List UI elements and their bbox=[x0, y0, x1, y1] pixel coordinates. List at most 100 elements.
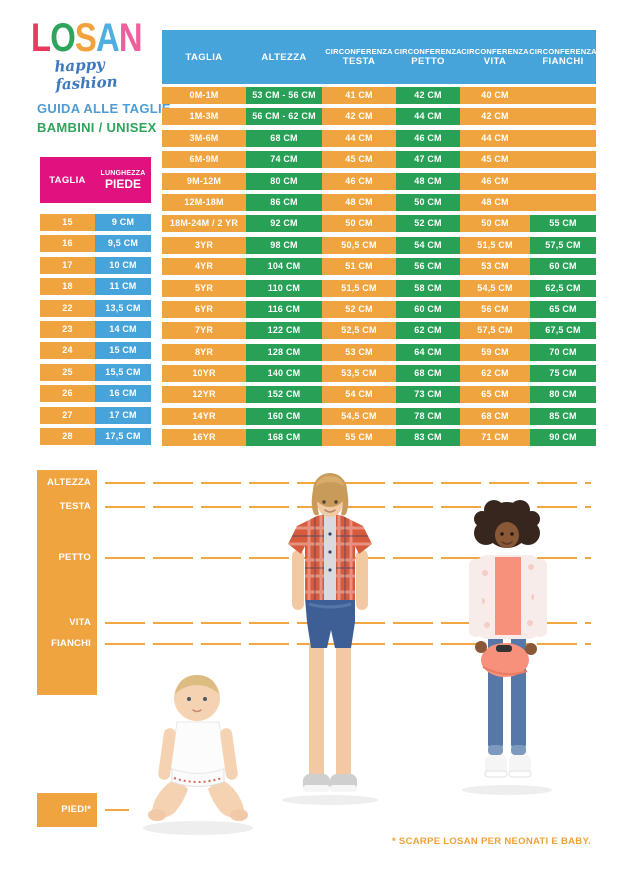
size-cell-testa: 51 CM bbox=[322, 258, 396, 276]
logo-letter: S bbox=[74, 16, 97, 60]
size-cell-testa: 54 CM bbox=[322, 386, 396, 404]
size-cell-vita: 59 CM bbox=[460, 343, 530, 361]
size-cell-fianchi bbox=[530, 129, 596, 147]
shoe-row: 26 16 CM bbox=[40, 385, 151, 403]
size-table-rows: 0M-1M 53 CM - 56 CM 41 CM 42 CM 40 CM 1M… bbox=[162, 87, 596, 447]
size-cell-taglia: 12M-18M bbox=[162, 193, 246, 211]
size-cell-taglia: 12YR bbox=[162, 386, 246, 404]
size-cell-fianchi: 57,5 CM bbox=[530, 236, 596, 254]
header-cell-altezza: ALTEZZA bbox=[261, 51, 307, 63]
shoe-row: 18 11 CM bbox=[40, 278, 151, 296]
baby-photo bbox=[143, 675, 253, 835]
shoe-row: 25 15,5 CM bbox=[40, 363, 151, 381]
shoe-cell-taglia: 26 bbox=[40, 385, 95, 403]
size-cell-petto: 44 CM bbox=[396, 108, 460, 126]
shoe-cell-piede: 9,5 CM bbox=[95, 235, 151, 253]
size-cell-vita: 62 CM bbox=[460, 365, 530, 383]
size-row: 9M-12M 80 CM 46 CM 48 CM 46 CM bbox=[162, 172, 596, 190]
size-cell-testa: 53,5 CM bbox=[322, 365, 396, 383]
measure-label-fianchi: FIANCHI bbox=[51, 638, 91, 649]
shoe-cell-taglia: 17 bbox=[40, 256, 95, 274]
size-cell-vita: 50 CM bbox=[460, 215, 530, 233]
shoe-cell-taglia: 18 bbox=[40, 278, 95, 296]
size-cell-petto: 46 CM bbox=[396, 129, 460, 147]
size-cell-fianchi: 75 CM bbox=[530, 365, 596, 383]
size-cell-taglia: 6M-9M bbox=[162, 151, 246, 169]
shoe-table-rows: 15 9 CM 16 9,5 CM 17 10 CM 18 11 CM 22 1… bbox=[40, 214, 151, 445]
size-cell-altezza: 92 CM bbox=[246, 215, 322, 233]
size-cell-taglia: 7YR bbox=[162, 322, 246, 340]
measure-label-altezza: ALTEZZA bbox=[47, 477, 91, 488]
shoe-row: 23 14 CM bbox=[40, 320, 151, 338]
size-cell-fianchi bbox=[530, 87, 596, 104]
size-cell-fianchi: 67,5 CM bbox=[530, 322, 596, 340]
header-cell-taglia: TAGLIA bbox=[185, 51, 223, 63]
size-cell-fianchi: 62,5 CM bbox=[530, 279, 596, 297]
shoe-row: 22 13,5 CM bbox=[40, 299, 151, 317]
shoe-cell-taglia: 22 bbox=[40, 299, 95, 317]
size-cell-vita: 45 CM bbox=[460, 151, 530, 169]
size-cell-taglia: 4YR bbox=[162, 258, 246, 276]
size-cell-petto: 48 CM bbox=[396, 172, 460, 190]
size-cell-taglia: 18M-24M / 2 YR bbox=[162, 215, 246, 233]
footnote: * SCARPE LOSAN PER NEONATI E BABY. bbox=[392, 836, 591, 847]
size-table-header: TAGLIA ALTEZZA CIRCONFERENZA TESTA CIRCO… bbox=[162, 30, 597, 84]
size-cell-altezza: 140 CM bbox=[246, 365, 322, 383]
size-cell-petto: 78 CM bbox=[396, 407, 460, 425]
shoe-cell-piede: 14 CM bbox=[95, 320, 151, 338]
size-cell-vita: 40 CM bbox=[460, 87, 530, 104]
guide-title-line2: BAMBINI / UNISEX bbox=[37, 120, 157, 135]
size-cell-altezza: 86 CM bbox=[246, 193, 322, 211]
shoe-row: 24 15 CM bbox=[40, 342, 151, 360]
size-cell-petto: 73 CM bbox=[396, 386, 460, 404]
size-row: 6YR 116 CM 52 CM 60 CM 56 CM 65 CM bbox=[162, 300, 596, 318]
size-cell-petto: 54 CM bbox=[396, 236, 460, 254]
size-cell-altezza: 104 CM bbox=[246, 258, 322, 276]
header-cell-petto: CIRCONFERENZA PETTO bbox=[394, 47, 462, 67]
logo-letter: O bbox=[50, 16, 76, 60]
size-cell-petto: 60 CM bbox=[396, 300, 460, 318]
measure-label-piedi: PIEDI* bbox=[61, 804, 91, 815]
shoe-row: 16 9,5 CM bbox=[40, 235, 151, 253]
size-cell-petto: 64 CM bbox=[396, 343, 460, 361]
size-cell-vita: 42 CM bbox=[460, 108, 530, 126]
size-cell-altezza: 53 CM - 56 CM bbox=[246, 87, 322, 104]
size-cell-vita: 56 CM bbox=[460, 300, 530, 318]
girl-photo bbox=[462, 500, 552, 795]
logo-word: LOSAN bbox=[31, 16, 143, 60]
size-cell-taglia: 0M-1M bbox=[162, 87, 246, 104]
size-cell-testa: 54,5 CM bbox=[322, 407, 396, 425]
size-cell-testa: 48 CM bbox=[322, 193, 396, 211]
size-cell-altezza: 122 CM bbox=[246, 322, 322, 340]
shoe-cell-piede: 15,5 CM bbox=[95, 363, 151, 381]
size-cell-taglia: 9M-12M bbox=[162, 172, 246, 190]
logo-letter: N bbox=[118, 16, 143, 60]
size-cell-altezza: 80 CM bbox=[246, 172, 322, 190]
size-cell-altezza: 116 CM bbox=[246, 300, 322, 318]
size-cell-testa: 53 CM bbox=[322, 343, 396, 361]
size-cell-fianchi: 55 CM bbox=[530, 215, 596, 233]
measure-label-vita: VITA bbox=[69, 617, 91, 628]
size-row: 16YR 168 CM 55 CM 83 CM 71 CM 90 CM bbox=[162, 429, 596, 447]
size-row: 0M-1M 53 CM - 56 CM 41 CM 42 CM 40 CM bbox=[162, 87, 596, 104]
size-cell-vita: 71 CM bbox=[460, 429, 530, 447]
size-cell-testa: 41 CM bbox=[322, 87, 396, 104]
shoe-cell-taglia: 27 bbox=[40, 406, 95, 424]
size-cell-vita: 48 CM bbox=[460, 193, 530, 211]
size-cell-altezza: 98 CM bbox=[246, 236, 322, 254]
size-row: 12YR 152 CM 54 CM 73 CM 65 CM 80 CM bbox=[162, 386, 596, 404]
size-cell-vita: 57,5 CM bbox=[460, 322, 530, 340]
shoe-table-header: TAGLIA LUNGHEZZA PIEDE bbox=[40, 157, 151, 203]
shoe-table: TAGLIA LUNGHEZZA PIEDE 15 9 CM 16 9,5 CM… bbox=[40, 157, 151, 445]
shoe-cell-taglia: 23 bbox=[40, 320, 95, 338]
size-cell-testa: 44 CM bbox=[322, 129, 396, 147]
size-cell-taglia: 5YR bbox=[162, 279, 246, 297]
size-cell-petto: 42 CM bbox=[396, 87, 460, 104]
size-table: TAGLIA ALTEZZA CIRCONFERENZA TESTA CIRCO… bbox=[162, 30, 597, 447]
size-cell-fianchi: 70 CM bbox=[530, 343, 596, 361]
size-cell-petto: 68 CM bbox=[396, 365, 460, 383]
measure-label-testa: TESTA bbox=[59, 501, 91, 512]
size-cell-altezza: 152 CM bbox=[246, 386, 322, 404]
size-row: 5YR 110 CM 51,5 CM 58 CM 54,5 CM 62,5 CM bbox=[162, 279, 596, 297]
